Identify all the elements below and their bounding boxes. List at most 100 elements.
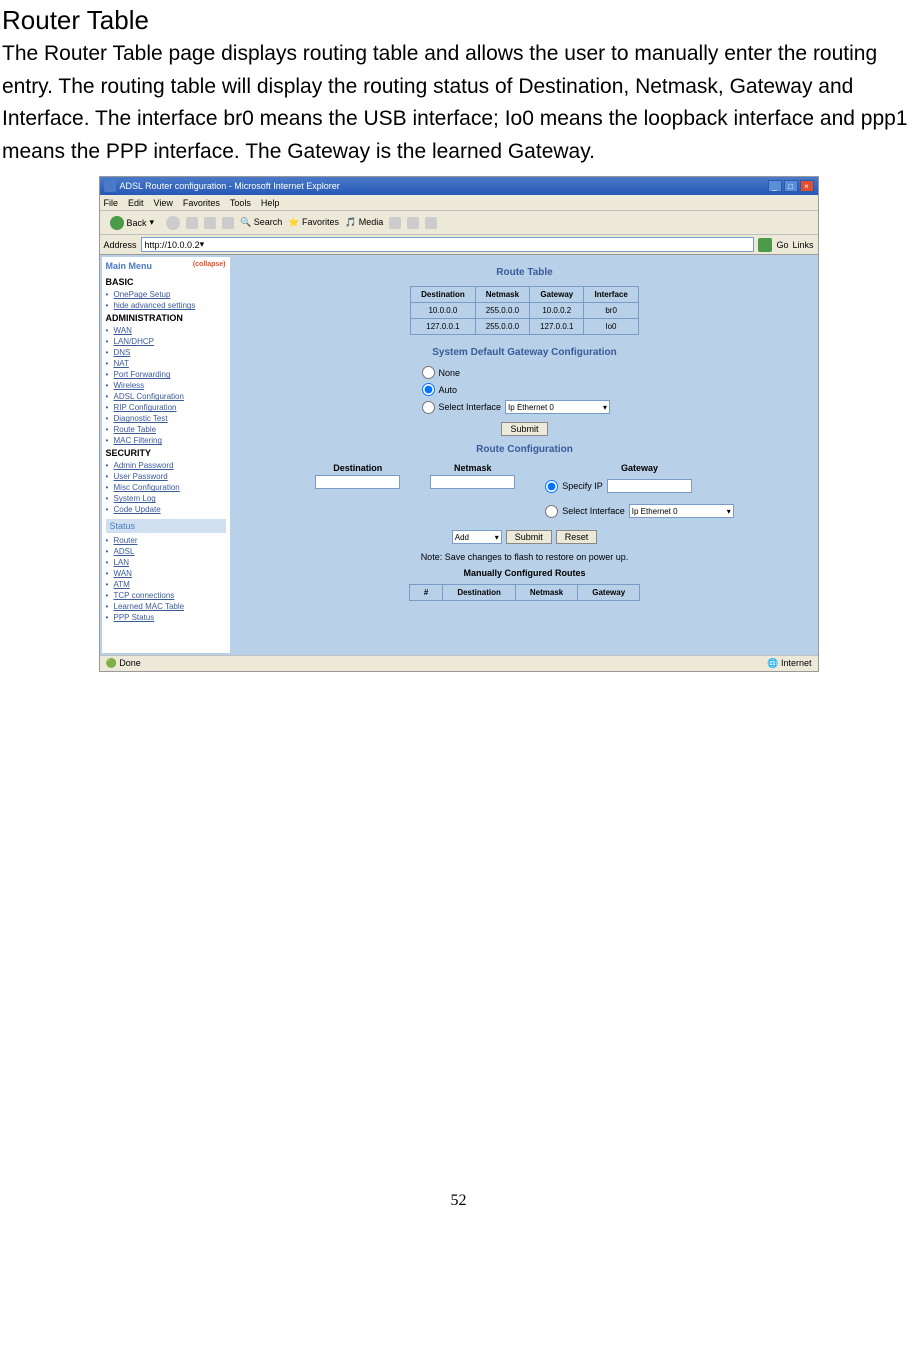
submit-button[interactable]: Submit <box>501 422 547 436</box>
rc-interface-select[interactable]: Ip Ethernet 0 ▾ <box>629 504 734 518</box>
address-input[interactable]: http://10.0.0.2 ▾ <box>141 237 755 252</box>
favorites-button[interactable]: ⭐ Favorites <box>288 217 339 228</box>
sidebar-item-macfilter[interactable]: MAC Filtering <box>106 435 226 446</box>
gateway-interface-select[interactable]: Ip Ethernet 0 ▾ <box>505 400 610 414</box>
search-button[interactable]: 🔍 Search <box>240 217 282 228</box>
status-header: Status <box>106 519 226 533</box>
sidebar-item-nat[interactable]: NAT <box>106 358 226 369</box>
menu-file[interactable]: File <box>104 198 119 208</box>
page-title: Router Table <box>2 5 917 36</box>
sidebar-item-adsl[interactable]: ADSL Configuration <box>106 391 226 402</box>
table-row: 127.0.0.1 255.0.0.0 127.0.0.1 lo0 <box>411 319 639 335</box>
sidebar-item-router[interactable]: Router <box>106 535 226 546</box>
rt-hdr-interface: Interface <box>584 287 638 303</box>
history-icon[interactable] <box>389 217 401 229</box>
page-number: 52 <box>0 1192 917 1210</box>
label-select-if: Select Interface <box>439 402 502 412</box>
menu-favorites[interactable]: Favorites <box>183 198 220 208</box>
sidebar-item-learnedmac[interactable]: Learned MAC Table <box>106 601 226 612</box>
mr-hdr-dest: Destination <box>443 585 516 601</box>
sidebar-item-onepage[interactable]: OnePage Setup <box>106 289 226 300</box>
note-text: Note: Save changes to flash to restore o… <box>252 552 798 562</box>
basic-header: BASIC <box>106 277 226 287</box>
sidebar-item-statuslan[interactable]: LAN <box>106 557 226 568</box>
netmask-input[interactable] <box>430 475 515 489</box>
sidebar-item-landhcp[interactable]: LAN/DHCP <box>106 336 226 347</box>
radio-select-if[interactable] <box>422 401 435 414</box>
home-icon[interactable] <box>222 217 234 229</box>
sidebar-item-diag[interactable]: Diagnostic Test <box>106 413 226 424</box>
browser-screenshot: ADSL Router configuration - Microsoft In… <box>99 176 819 672</box>
sidebar-item-syslog[interactable]: System Log <box>106 493 226 504</box>
sidebar-item-atm[interactable]: ATM <box>106 579 226 590</box>
sidebar-item-wan[interactable]: WAN <box>106 325 226 336</box>
sidebar-item-portfwd[interactable]: Port Forwarding <box>106 369 226 380</box>
add-select[interactable]: Add ▾ <box>452 530 502 544</box>
rc-gateway-label: Gateway <box>621 463 658 473</box>
label-rc-select-if: Select Interface <box>562 506 625 516</box>
sidebar-item-routetable[interactable]: Route Table <box>106 424 226 435</box>
sidebar-item-rip[interactable]: RIP Configuration <box>106 402 226 413</box>
chevron-down-icon: ▾ <box>727 507 731 516</box>
forward-icon[interactable] <box>166 216 180 230</box>
mr-hdr-num: # <box>409 585 442 601</box>
rt-hdr-netmask: Netmask <box>475 287 529 303</box>
status-done: 🟢 Done <box>106 658 141 669</box>
sidebar-item-statusadsl[interactable]: ADSL <box>106 546 226 557</box>
specify-ip-input[interactable] <box>607 479 692 493</box>
main-panel: Route Table Destination Netmask Gateway … <box>232 255 818 655</box>
sidebar-item-adminpw[interactable]: Admin Password <box>106 460 226 471</box>
menu-help[interactable]: Help <box>261 198 280 208</box>
stop-icon[interactable] <box>186 217 198 229</box>
label-none: None <box>439 368 461 378</box>
radio-none[interactable] <box>422 366 435 379</box>
collapse-link[interactable]: (collapse) <box>193 261 226 271</box>
mail-icon[interactable] <box>407 217 419 229</box>
print-icon[interactable] <box>425 217 437 229</box>
ie-icon <box>104 180 116 192</box>
minimize-button[interactable]: _ <box>768 180 782 192</box>
rt-hdr-dest: Destination <box>411 287 476 303</box>
back-button[interactable]: Back ▾ <box>104 214 161 232</box>
refresh-icon[interactable] <box>204 217 216 229</box>
page-body: The Router Table page displays routing t… <box>2 38 915 168</box>
radio-specify-ip[interactable] <box>545 480 558 493</box>
manual-routes-table: # Destination Netmask Gateway <box>409 584 640 601</box>
sidebar-item-hideadv[interactable]: hide advanced settings <box>106 300 226 311</box>
radio-auto[interactable] <box>422 383 435 396</box>
sidebar-item-misc[interactable]: Misc Configuration <box>106 482 226 493</box>
status-internet: 🌐 Internet <box>767 658 811 669</box>
destination-input[interactable] <box>315 475 400 489</box>
mr-hdr-gateway: Gateway <box>578 585 640 601</box>
media-button[interactable]: 🎵 Media <box>345 217 383 228</box>
table-row: 10.0.0.0 255.0.0.0 10.0.0.2 br0 <box>411 303 639 319</box>
manual-routes-title: Manually Configured Routes <box>252 568 798 578</box>
mr-hdr-netmask: Netmask <box>515 585 577 601</box>
reset-button[interactable]: Reset <box>556 530 598 544</box>
addressbar: Address http://10.0.0.2 ▾ Go Links <box>100 235 818 255</box>
chevron-down-icon: ▾ <box>495 533 499 542</box>
sidebar-item-codeup[interactable]: Code Update <box>106 504 226 515</box>
rc-dest-label: Destination <box>333 463 382 473</box>
sidebar-item-ppp[interactable]: PPP Status <box>106 612 226 623</box>
sidebar-item-wireless[interactable]: Wireless <box>106 380 226 391</box>
maximize-button[interactable]: □ <box>784 180 798 192</box>
links-label[interactable]: Links <box>792 240 813 250</box>
sidebar-item-tcp[interactable]: TCP connections <box>106 590 226 601</box>
menubar: File Edit View Favorites Tools Help <box>100 195 818 211</box>
go-button[interactable] <box>758 238 772 252</box>
rc-netmask-label: Netmask <box>454 463 492 473</box>
sidebar-item-dns[interactable]: DNS <box>106 347 226 358</box>
menu-tools[interactable]: Tools <box>230 198 251 208</box>
route-table-title: Route Table <box>252 267 798 278</box>
sidebar-item-userpw[interactable]: User Password <box>106 471 226 482</box>
sidebar-item-statuswan[interactable]: WAN <box>106 568 226 579</box>
close-button[interactable]: × <box>800 180 814 192</box>
chevron-down-icon: ▾ <box>603 403 607 412</box>
submit-button-2[interactable]: Submit <box>506 530 552 544</box>
menu-edit[interactable]: Edit <box>128 198 144 208</box>
radio-rc-select-if[interactable] <box>545 505 558 518</box>
address-label: Address <box>104 240 137 250</box>
menu-view[interactable]: View <box>154 198 173 208</box>
back-icon <box>110 216 124 230</box>
